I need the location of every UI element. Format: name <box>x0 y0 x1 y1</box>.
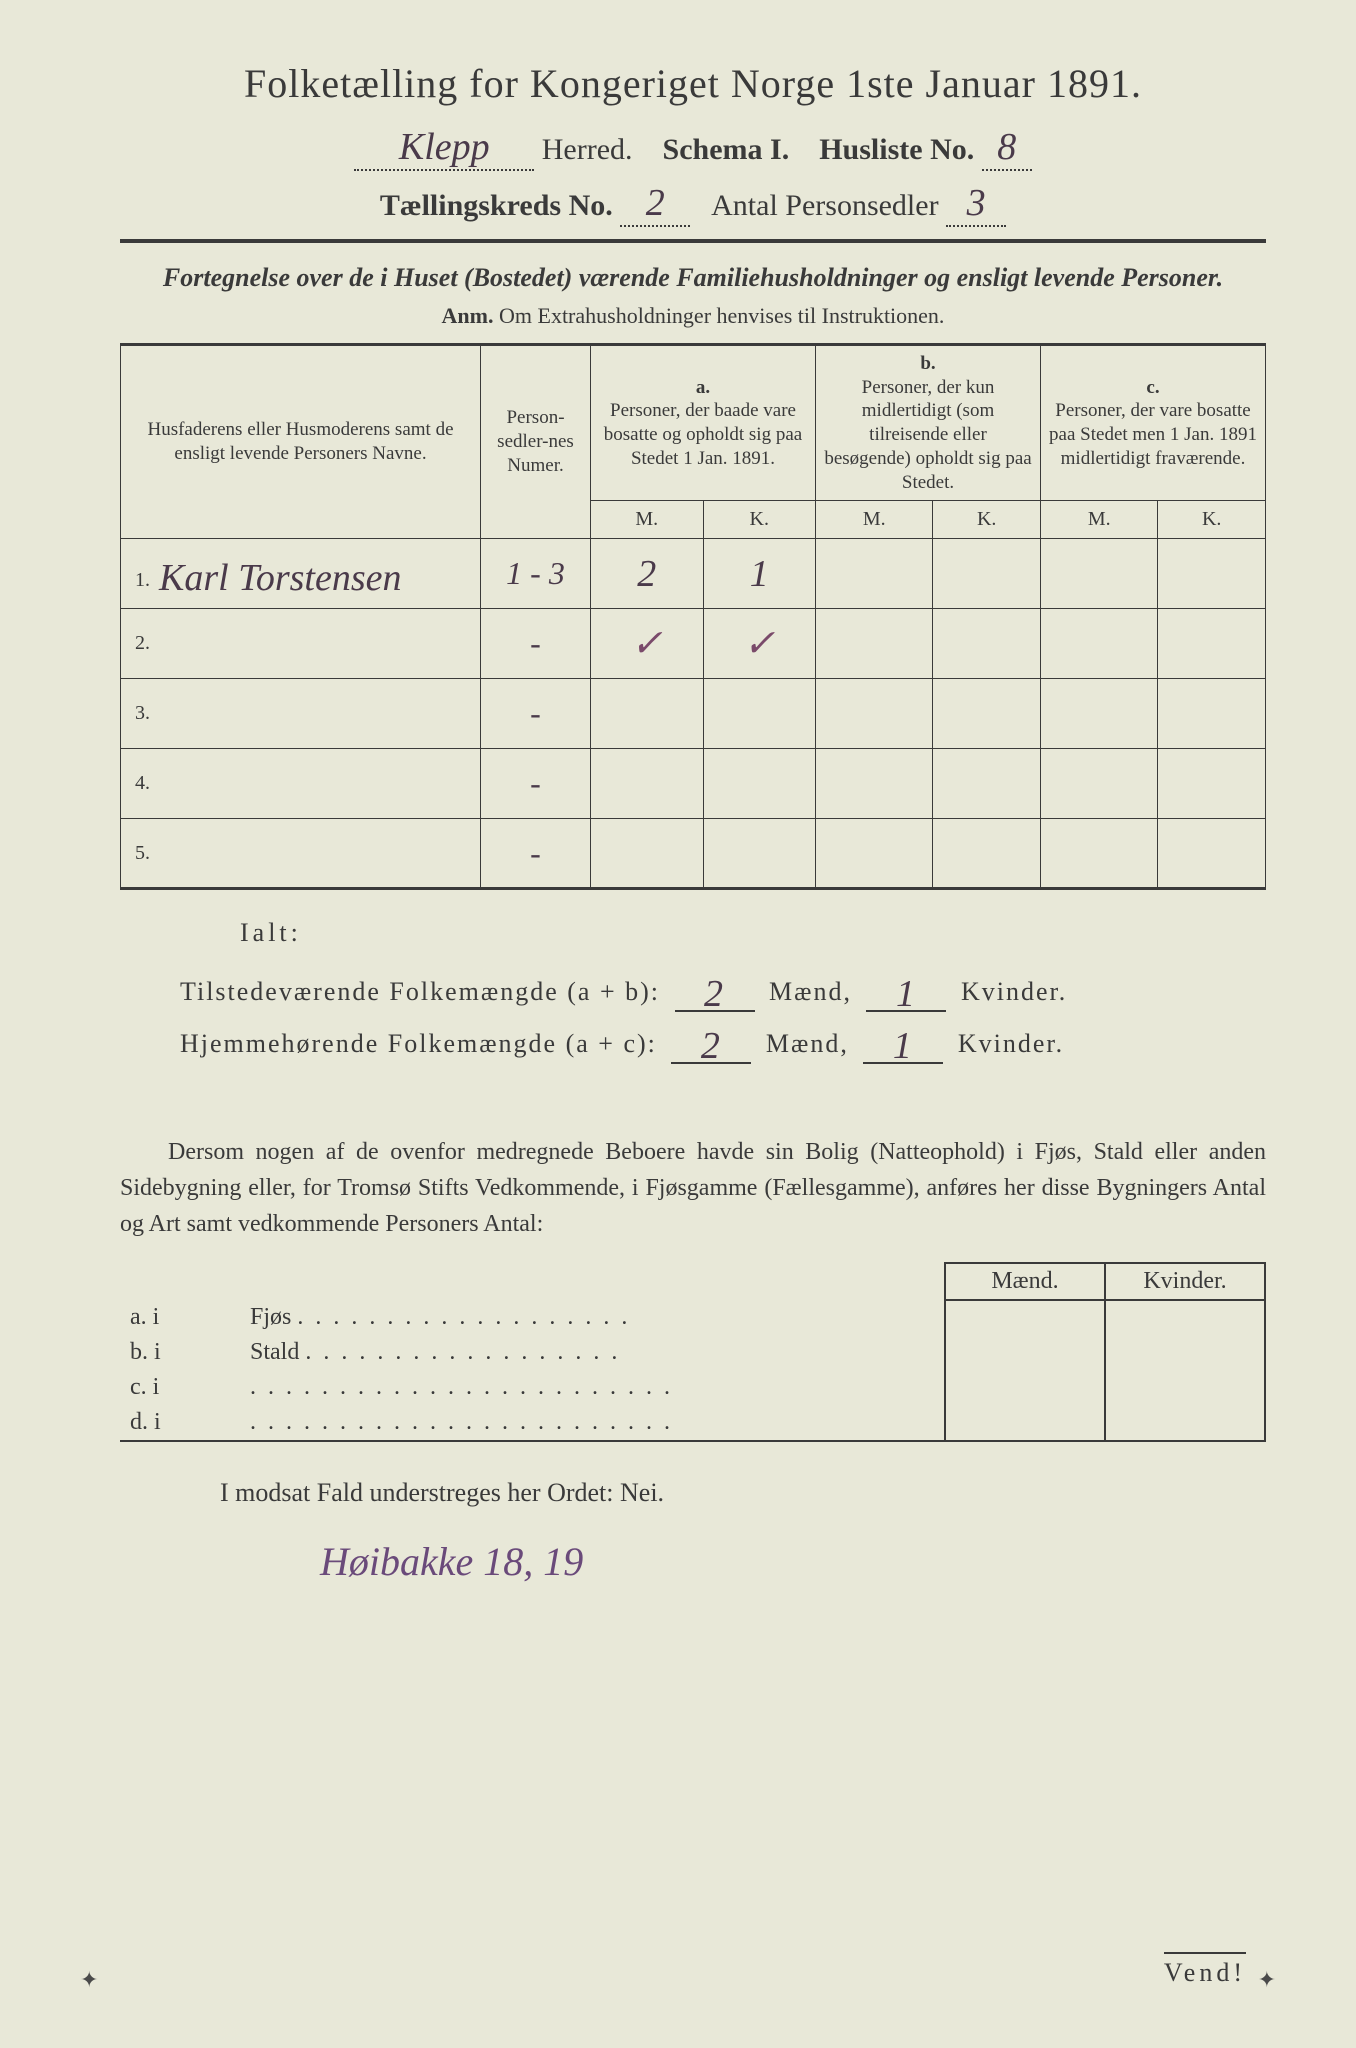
col-numer-header: Person-sedler-nes Numer. <box>481 344 591 539</box>
col-c-m: M. <box>1041 501 1158 539</box>
footer-handwritten: Høibakke 18, 19 <box>320 1538 1266 1585</box>
fjos-row: d. i . . . . . . . . . . . . . . . . . .… <box>120 1405 1265 1441</box>
col-a-header: a.Personer, der baade vare bosatte og op… <box>591 344 816 501</box>
fjos-row: b. i Stald . . . . . . . . . . . . . . .… <box>120 1335 1265 1370</box>
herred-label: Herred. <box>542 133 633 166</box>
cell-value: ✓ <box>743 623 775 665</box>
tilstede-line: Tilstedeværende Folkemængde (a + b): 2 M… <box>180 966 1266 1012</box>
kreds-no-handwritten: 2 <box>646 182 665 224</box>
maend-label: Mænd, <box>769 977 852 1006</box>
table-row: 4. - <box>121 749 1266 819</box>
col-a-k: K. <box>703 501 816 539</box>
main-table: Husfaderens eller Husmoderens samt de en… <box>120 343 1266 891</box>
fjos-row: c. i . . . . . . . . . . . . . . . . . .… <box>120 1370 1265 1405</box>
table-row: 5. - <box>121 819 1266 889</box>
numer-handwritten: - <box>530 695 541 731</box>
husliste-no-handwritten: 8 <box>997 126 1016 168</box>
fjos-row-type: Fjøs <box>250 1304 291 1330</box>
fjos-kvinder-header: Kvinder. <box>1105 1263 1265 1300</box>
row-number: 3. <box>135 702 150 724</box>
ialt-label: Ialt: <box>240 918 1266 948</box>
table-row: 2. - ✓ ✓ <box>121 609 1266 679</box>
col-c-header: c.Personer, der vare bosatte paa Stedet … <box>1041 344 1266 501</box>
table-row: 3. - <box>121 679 1266 749</box>
hjemme-label: Hjemmehørende Folkemængde (a + c): <box>180 1029 657 1058</box>
cell-value: 1 <box>750 553 769 595</box>
col-b-k: K. <box>933 501 1041 539</box>
numer-handwritten: - <box>530 765 541 801</box>
col-c-k: K. <box>1158 501 1266 539</box>
table-row: 1. Karl Torstensen 1 - 3 2 1 <box>121 539 1266 609</box>
col-b-m: M. <box>816 501 933 539</box>
census-form-page: Folketælling for Kongeriget Norge 1ste J… <box>0 0 1356 2048</box>
header-line-1: Klepp Herred. Schema I. Husliste No. 8 <box>120 125 1266 171</box>
antal-handwritten: 3 <box>967 182 986 224</box>
col-b-header: b.Personer, der kun midlertidigt (som ti… <box>816 344 1041 501</box>
header-line-2: Tællingskreds No. 2 Antal Personsedler 3 <box>120 181 1266 227</box>
numer-handwritten: - <box>530 835 541 871</box>
fjos-row-label: a. i <box>120 1300 240 1335</box>
cell-value: ✓ <box>631 623 663 665</box>
fjos-row-type: Stald <box>250 1339 299 1365</box>
antal-label: Antal Personsedler <box>711 189 938 222</box>
fjos-maend-header: Mænd. <box>945 1263 1105 1300</box>
kreds-label: Tællingskreds No. <box>380 189 613 222</box>
fjos-row-label: c. i <box>120 1370 240 1405</box>
tilstede-m-hw: 2 <box>704 973 725 1015</box>
hjemme-m-hw: 2 <box>701 1025 722 1067</box>
page-title: Folketælling for Kongeriget Norge 1ste J… <box>120 60 1266 107</box>
kvinder-label: Kvinder. <box>961 977 1067 1006</box>
maend-label: Mænd, <box>766 1029 849 1058</box>
cell-value: 2 <box>637 553 656 595</box>
row-number: 2. <box>135 632 150 654</box>
fjos-row-label: d. i <box>120 1405 240 1441</box>
fjos-table: Mænd. Kvinder. a. i Fjøs . . . . . . . .… <box>120 1262 1266 1442</box>
col-a-m: M. <box>591 501 704 539</box>
hjemme-k-hw: 1 <box>893 1025 914 1067</box>
star-icon: ✦ <box>80 1967 98 1993</box>
vend-label: Vend! <box>1164 1952 1246 1988</box>
modsat-line: I modsat Fald understreges her Ordet: Ne… <box>220 1478 1266 1508</box>
kvinder-label: Kvinder. <box>958 1029 1064 1058</box>
row-number: 4. <box>135 772 150 794</box>
subtitle: Fortegnelse over de i Huset (Bostedet) v… <box>120 261 1266 295</box>
numer-handwritten: - <box>530 625 541 661</box>
divider <box>120 239 1266 243</box>
hjemme-line: Hjemmehørende Folkemængde (a + c): 2 Mæn… <box>180 1018 1266 1064</box>
tilstede-k-hw: 1 <box>896 973 917 1015</box>
fjos-row: a. i Fjøs . . . . . . . . . . . . . . . … <box>120 1300 1265 1335</box>
fjos-row-label: b. i <box>120 1335 240 1370</box>
numer-handwritten: 1 - 3 <box>506 555 565 591</box>
name-handwritten: Karl Torstensen <box>159 557 402 599</box>
side-building-paragraph: Dersom nogen af de ovenfor medregnede Be… <box>120 1134 1266 1242</box>
col-name-header: Husfaderens eller Husmoderens samt de en… <box>121 344 481 539</box>
husliste-label: Husliste No. <box>819 133 974 166</box>
schema-label: Schema I. <box>663 133 790 166</box>
herred-handwritten: Klepp <box>399 126 490 168</box>
star-icon: ✦ <box>1258 1967 1276 1993</box>
row-number: 5. <box>135 842 150 864</box>
tilstede-label: Tilstedeværende Folkemængde (a + b): <box>180 977 660 1006</box>
row-number: 1. <box>135 569 150 591</box>
anm-note: Anm. Om Extrahusholdninger henvises til … <box>120 303 1266 329</box>
